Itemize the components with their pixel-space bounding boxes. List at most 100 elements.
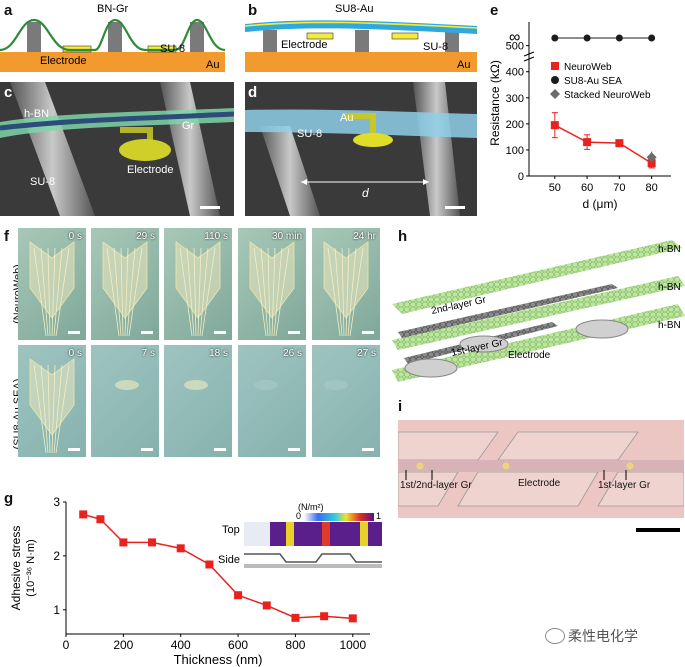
gr1-label: 1st-layer Gr bbox=[598, 480, 651, 491]
electrode-dot bbox=[626, 462, 634, 470]
scale-bar bbox=[636, 528, 680, 532]
panel-label-f: f bbox=[4, 228, 9, 245]
y-axis-label: Resistance (kΩ) bbox=[488, 60, 502, 146]
gr12-label: 1st/2nd-layer Gr bbox=[400, 480, 472, 491]
scale-bar bbox=[68, 331, 80, 334]
dispersed-probe bbox=[254, 380, 278, 390]
probe-outline bbox=[102, 241, 148, 319]
probe-filament bbox=[124, 247, 129, 337]
data-point-stacked bbox=[646, 152, 657, 163]
scale-bar bbox=[200, 206, 220, 209]
su8-label: SU-8 bbox=[160, 43, 185, 55]
au-substrate bbox=[0, 52, 225, 72]
probe-filament bbox=[201, 247, 216, 337]
panel-d-sem-image: Au SU-8 d bbox=[245, 82, 477, 216]
probe-filament bbox=[47, 364, 51, 454]
panel-b-schematic: SU8-Au Electrode SU-8 Au bbox=[245, 3, 477, 72]
au-label: Au bbox=[340, 112, 354, 124]
scale-bar bbox=[141, 331, 153, 334]
time-label: 29 s bbox=[136, 231, 155, 242]
probe-filament bbox=[120, 247, 124, 337]
panel-label-b: b bbox=[248, 2, 258, 19]
su8-pillar bbox=[355, 30, 369, 52]
data-point-neuroweb bbox=[550, 121, 559, 130]
probe-outline bbox=[323, 241, 369, 319]
probe-illustration bbox=[323, 241, 369, 337]
data-point bbox=[119, 538, 128, 547]
au-label: Au bbox=[206, 59, 219, 71]
y-tick-label: 500 bbox=[506, 41, 524, 53]
probe-filament bbox=[113, 247, 122, 337]
y-tick-label: 200 bbox=[506, 119, 524, 131]
bn-gr-mesh-line bbox=[0, 18, 225, 52]
x-tick-label: 70 bbox=[613, 182, 625, 194]
gr-layer-2 bbox=[398, 284, 618, 338]
series-line-neuroweb bbox=[554, 124, 653, 164]
x-tick-label: 800 bbox=[285, 638, 305, 652]
data-point bbox=[320, 612, 329, 621]
time-label: 110 s bbox=[204, 231, 228, 242]
su8-label: SU-8 bbox=[297, 128, 323, 140]
photo-tile: 26 s bbox=[238, 345, 306, 457]
au-substrate bbox=[245, 52, 477, 72]
probe-illustration bbox=[102, 241, 148, 337]
probe-illustration bbox=[184, 380, 208, 390]
panel-label-h: h bbox=[398, 228, 408, 245]
probe-illustration bbox=[324, 380, 348, 390]
su8-pillar bbox=[10, 82, 95, 216]
probe-filament bbox=[53, 364, 63, 454]
hbn-layer bbox=[392, 240, 682, 314]
probe-filament bbox=[341, 247, 345, 337]
probe-filament bbox=[267, 247, 271, 337]
au-trace-line bbox=[245, 21, 477, 29]
x-tick-label: 1000 bbox=[339, 638, 366, 652]
probe-illustration bbox=[254, 380, 278, 390]
y-tick-label: 300 bbox=[506, 93, 524, 105]
data-point bbox=[79, 510, 88, 519]
panel-label-a: a bbox=[4, 2, 13, 19]
scale-bar bbox=[141, 448, 153, 451]
y-axis-label: Adhesive stress bbox=[9, 526, 23, 611]
probe-filament bbox=[253, 247, 267, 337]
inset-top-label: Top bbox=[222, 524, 240, 536]
probe-filament bbox=[345, 247, 350, 337]
data-point-su8-au bbox=[583, 34, 591, 42]
probe-filament bbox=[327, 247, 341, 337]
watermark-logo-icon bbox=[545, 628, 565, 644]
electrode-disk bbox=[459, 335, 509, 353]
photo-tile: 0 s bbox=[18, 345, 86, 457]
scale-bar bbox=[214, 331, 226, 334]
probe-filament bbox=[53, 247, 63, 337]
panel-g-chart: Adhesive stress (10⁻³⁶ N·m) Thickness (n… bbox=[9, 495, 382, 667]
scale-bar bbox=[214, 448, 226, 451]
probe-filament bbox=[55, 247, 70, 337]
time-label: 26 s bbox=[283, 348, 302, 359]
data-point-su8-au bbox=[648, 34, 656, 42]
d-arrowhead bbox=[301, 179, 307, 185]
probe-illustration bbox=[29, 241, 75, 337]
time-label: 27 s bbox=[357, 348, 376, 359]
photo-tile: 24 hr bbox=[312, 228, 380, 340]
probe-filament bbox=[47, 247, 51, 337]
probe-outline bbox=[175, 241, 221, 319]
data-point-neuroweb bbox=[583, 138, 592, 147]
x-tick-label: 0 bbox=[63, 638, 70, 652]
su8-pillar bbox=[260, 126, 320, 216]
panel-label-d: d bbox=[248, 84, 258, 101]
graphene-ribbon bbox=[398, 460, 684, 472]
panel-h-schematic: h-BN h-BN h-BN 2nd-layer Gr 1st-layer Gr… bbox=[392, 240, 685, 382]
photo-tile: 110 s bbox=[164, 228, 232, 340]
probe-filament bbox=[197, 247, 202, 337]
su8-au-ribbon bbox=[245, 20, 477, 34]
legend-label: Stacked NeuroWeb bbox=[564, 90, 651, 101]
colorbar bbox=[304, 513, 374, 521]
panel-label-g: g bbox=[4, 490, 14, 507]
su8-pillar bbox=[108, 22, 122, 52]
su8-pillar bbox=[445, 30, 459, 52]
data-point bbox=[96, 515, 105, 524]
electrode-dot bbox=[416, 462, 424, 470]
y-tick-label: 3 bbox=[53, 495, 60, 509]
electrode-disk bbox=[119, 139, 171, 161]
data-point bbox=[205, 560, 214, 569]
probe-filament bbox=[40, 247, 49, 337]
